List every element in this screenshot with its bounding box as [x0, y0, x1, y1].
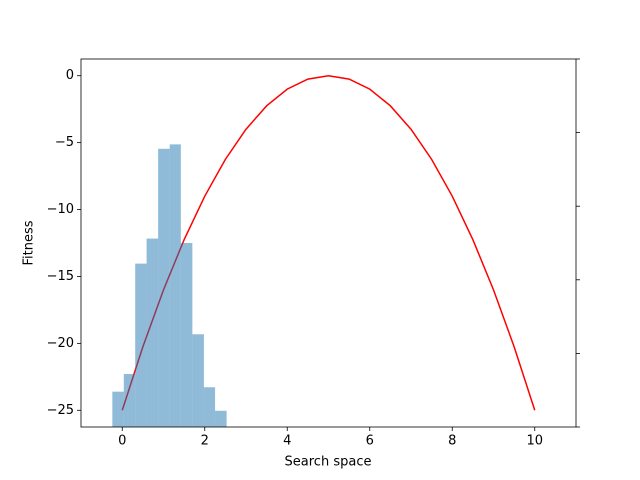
- histogram-bar: [112, 391, 124, 427]
- histogram-bar: [192, 334, 204, 427]
- fitness-line: [121, 74, 536, 411]
- axes-frame: [80, 58, 577, 428]
- histogram-bar: [158, 148, 170, 428]
- histogram-bar: [215, 410, 227, 427]
- histogram-bar: [169, 144, 181, 427]
- x-axis-label: Search space: [285, 455, 372, 470]
- y-axis-label: Fitness: [22, 220, 37, 265]
- y-tick-label: −15: [47, 269, 74, 284]
- y-tick-label: −5: [55, 135, 74, 150]
- y-tick-label: −10: [47, 202, 74, 217]
- histogram-bar: [203, 387, 216, 427]
- x-tick-label: 10: [526, 434, 543, 449]
- x-tick-label: 8: [448, 434, 456, 449]
- x-tick-label: 2: [201, 434, 209, 449]
- y-tick-label: 0: [66, 68, 74, 83]
- y-tick-label: −20: [47, 336, 74, 351]
- histogram-bar: [180, 243, 193, 427]
- x-tick-label: 4: [283, 434, 291, 449]
- y-tick-label: −25: [47, 403, 74, 418]
- x-tick-label: 6: [366, 434, 374, 449]
- x-tick-label: 0: [118, 434, 126, 449]
- histogram-bar: [123, 374, 136, 427]
- histogram-bar: [135, 263, 147, 427]
- histogram-bar: [146, 238, 159, 427]
